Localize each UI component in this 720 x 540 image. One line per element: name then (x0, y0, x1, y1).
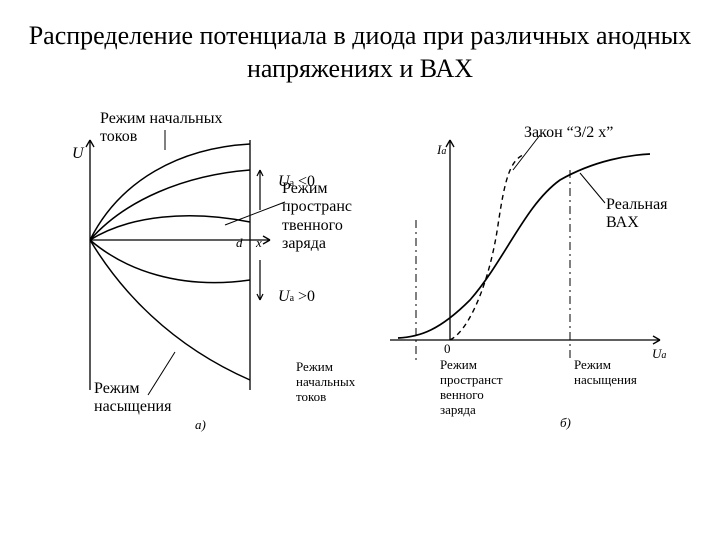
right-initial-currents-label: Режим начальных токов (296, 360, 386, 405)
right-ia-sub: а (441, 146, 446, 157)
right-saturation-label: Режим насыщения (574, 358, 664, 388)
page-title: Распределение потенциала в диода при раз… (0, 20, 720, 85)
left-saturation-label: Режим насыщения (94, 380, 204, 417)
ua-neg-suf: <0 (294, 173, 315, 190)
right-subfig: б) (560, 416, 571, 431)
left-subfig: а) (195, 418, 206, 433)
right-three-halves-label: Закон “3/2 x” (524, 124, 613, 142)
left-diagram (70, 130, 300, 410)
right-space-charge-label: Режим пространст венного заряда (440, 358, 530, 418)
left-ua-neg: Uа <0 (278, 155, 315, 192)
right-axis-ia: Iа (437, 128, 446, 158)
ua-pos-u: U (278, 288, 290, 305)
left-initial-currents-label: Режим начальных токов (100, 110, 260, 147)
left-axis-u: U (72, 145, 84, 163)
right-real-vac-label: Реальная ВАХ (606, 196, 696, 233)
ua-pos-suf: >0 (294, 288, 315, 305)
left-ua-pos: Uа >0 (278, 270, 315, 307)
right-origin: 0 (444, 342, 451, 357)
ua-neg-u: U (278, 173, 290, 190)
right-diagram (380, 130, 680, 370)
left-axis-d: d (236, 236, 243, 251)
left-axis-x: x (256, 236, 262, 251)
